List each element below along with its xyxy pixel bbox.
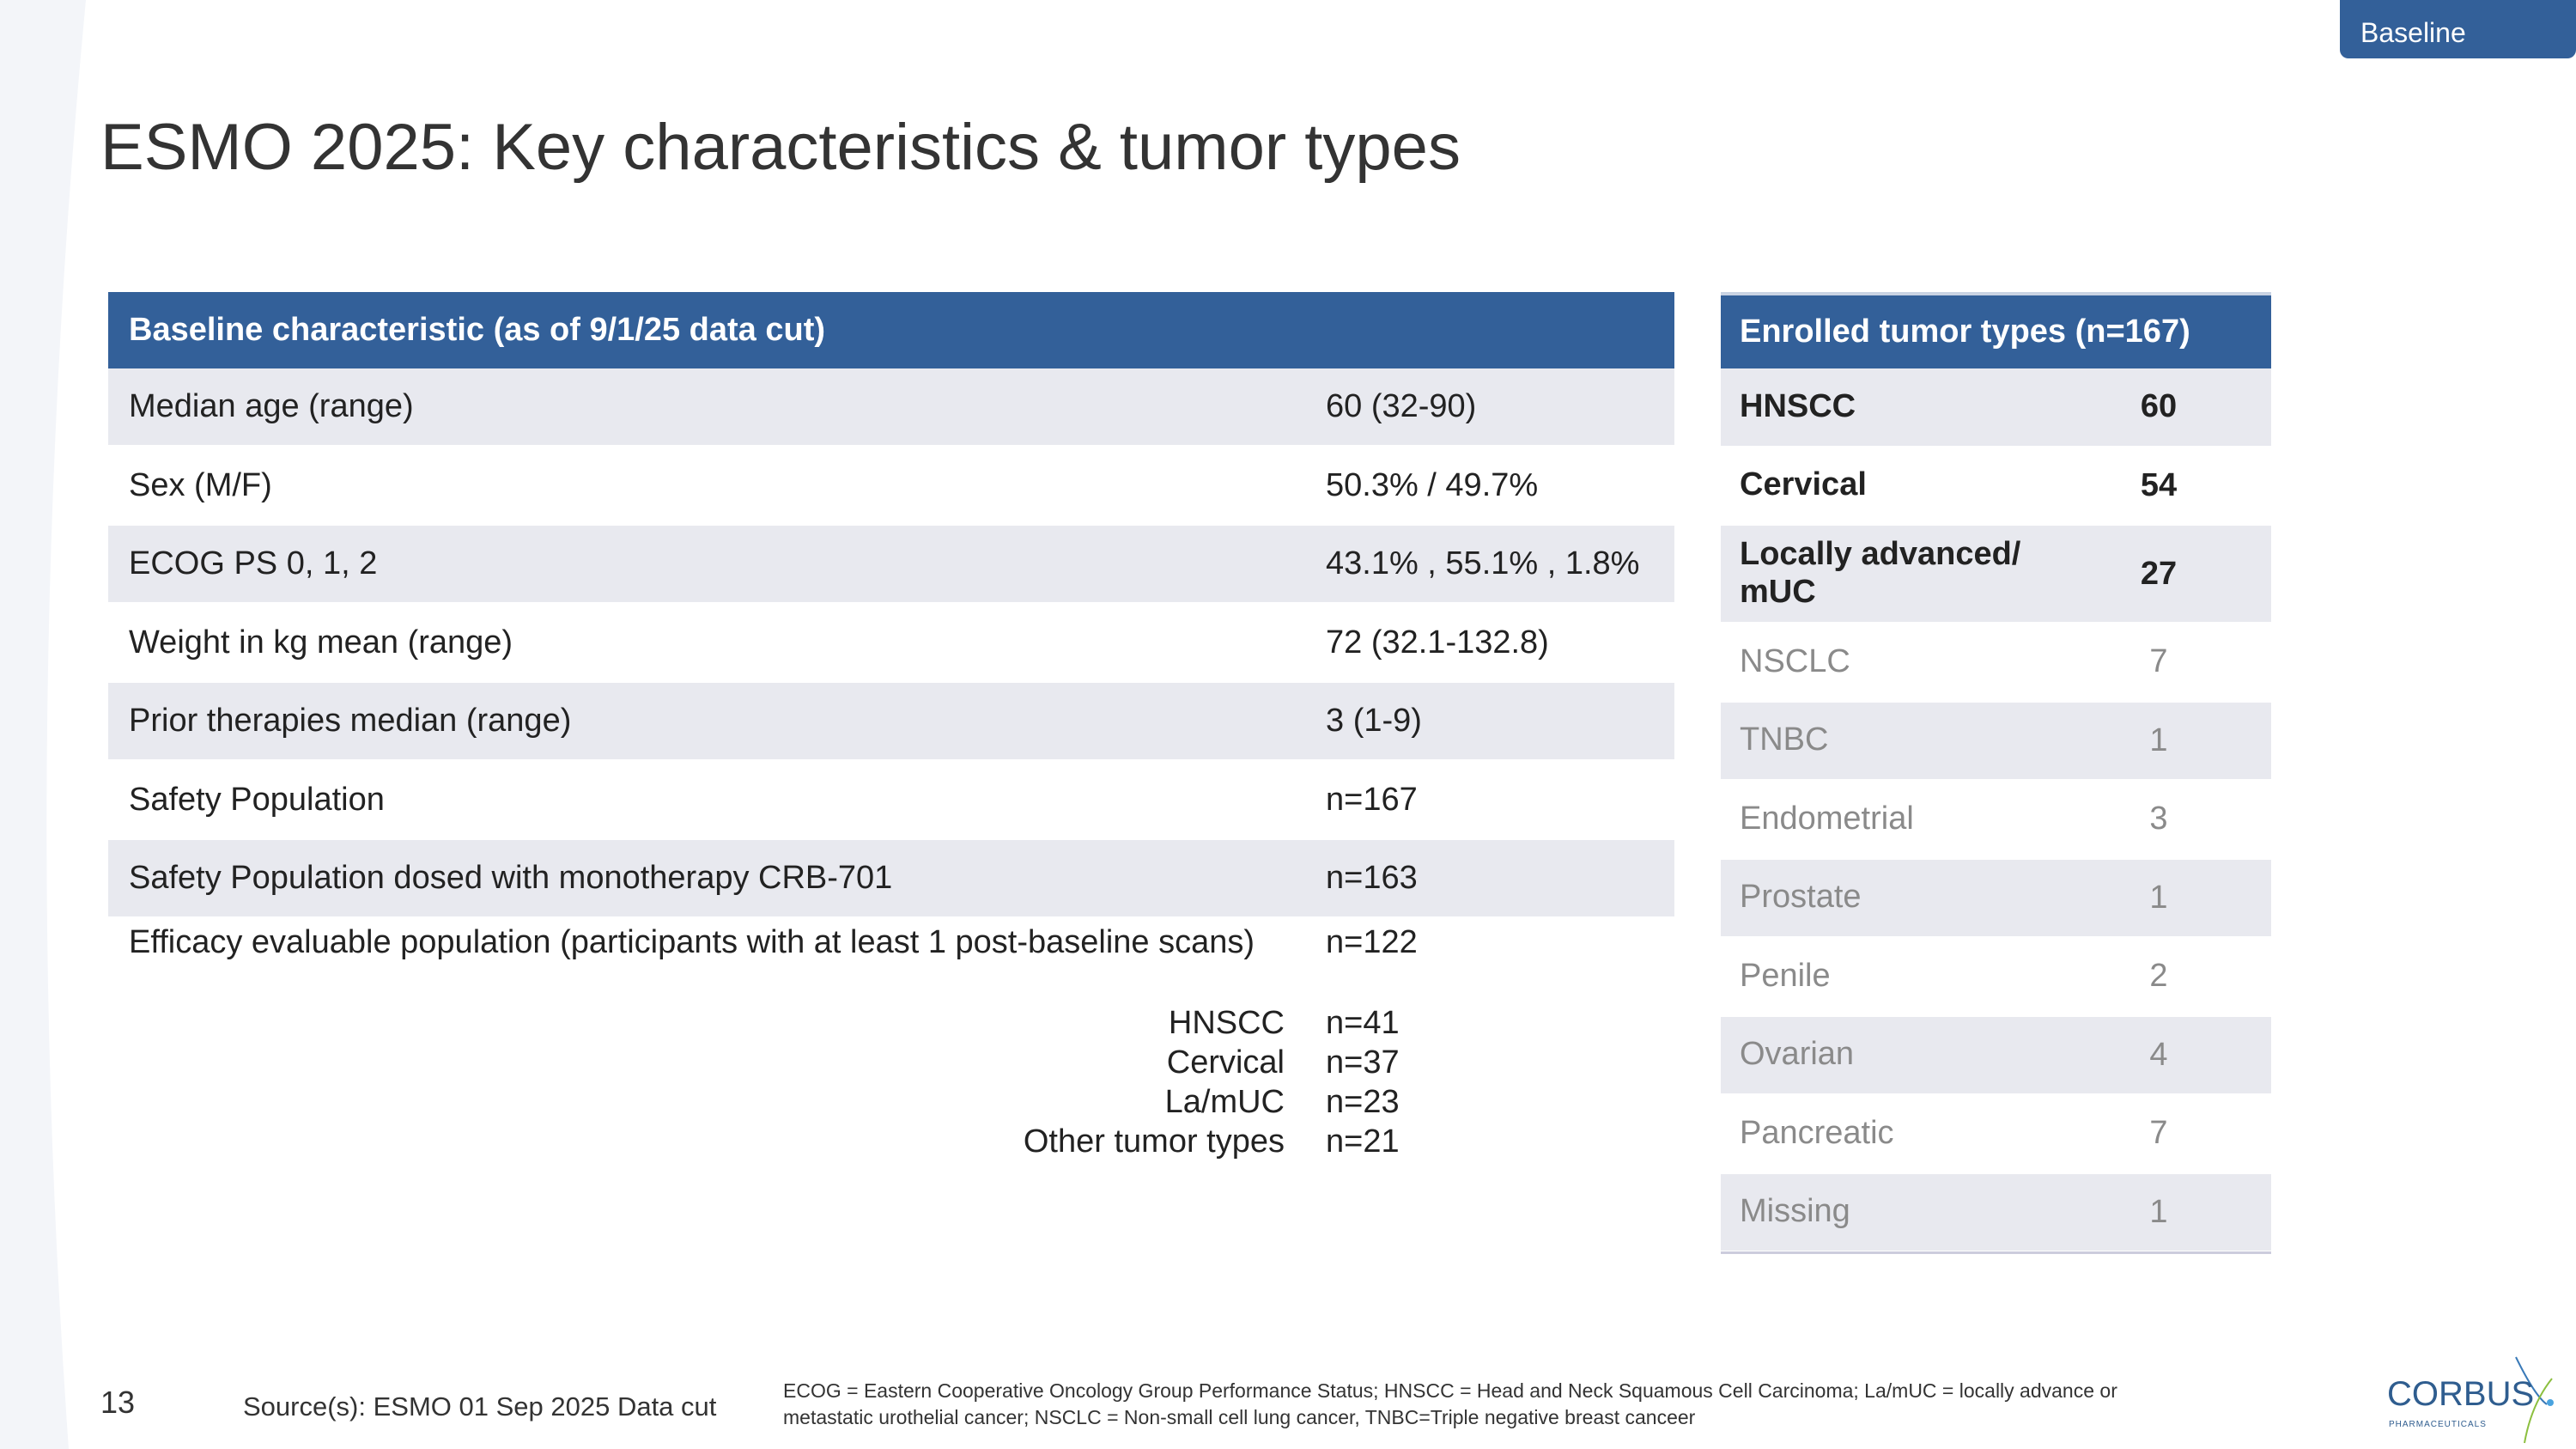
row-label: Median age (range) (129, 388, 414, 424)
tumor-label: Prostate (1740, 879, 1862, 916)
table-row: Safety Population dosed with monotherapy… (108, 840, 1674, 916)
tumor-count: 7 (2149, 1115, 2168, 1152)
tumor-count: 54 (2140, 466, 2178, 503)
tumor-label: TNBC (1740, 721, 1829, 758)
table-row: Median age (range) 60 (32-90) (108, 368, 1674, 445)
row-label: ECOG PS 0, 1, 2 (129, 545, 378, 581)
table-row: ECOG PS 0, 1, 2 43.1% , 55.1% , 1.8% (108, 526, 1674, 602)
page-title: ESMO 2025: Key characteristics & tumor t… (100, 111, 1461, 184)
row-value: n=163 (1326, 860, 1418, 896)
source-text: Source(s): ESMO 01 Sep 2025 Data cut (243, 1391, 717, 1422)
header-label: Baseline characteristic (as of 9/1/25 da… (129, 312, 826, 348)
footnote-line-2: metastatic urothelial cancer; NSCLC = No… (783, 1406, 1696, 1428)
tumor-count: 3 (2149, 801, 2168, 837)
table-row: NSCLC 7 (1721, 624, 2271, 701)
section-tag: Baseline (2340, 0, 2576, 58)
table-row: Endometrial 3 (1721, 781, 2271, 858)
tumor-label: Ovarian (1740, 1036, 1855, 1073)
table-row: Penile 2 (1721, 938, 2271, 1015)
table-header: Baseline characteristic (as of 9/1/25 da… (108, 292, 1674, 368)
background-curve (0, 0, 86, 1449)
tumor-count: 60 (2140, 388, 2178, 425)
row-value: 50.3% / 49.7% (1326, 466, 1539, 503)
table-row: Efficacy evaluable population (participa… (108, 909, 1674, 977)
row-label: Sex (M/F) (129, 466, 272, 503)
tumor-label: NSCLC (1740, 642, 1850, 679)
corbus-logo: CORBUS PHARMACEUTICALS (2387, 1353, 2559, 1447)
tumor-count: 1 (2149, 721, 2168, 758)
table-row: HNSCC 60 (1721, 368, 2271, 446)
breakdown-label: HNSCC (1168, 1005, 1285, 1041)
table-row: Sex (M/F) 50.3% / 49.7% (108, 447, 1674, 524)
table-row: Safety Population n=167 (108, 762, 1674, 838)
tumor-label: Missing (1740, 1193, 1850, 1230)
tumor-count: 1 (2149, 1193, 2168, 1230)
table-header: Enrolled tumor types (n=167) (1721, 292, 2271, 368)
row-label: Efficacy evaluable population (participa… (129, 924, 1255, 960)
row-value: 72 (32.1-132.8) (1326, 624, 1549, 661)
table-row: Weight in kg mean (range) 72 (32.1-132.8) (108, 605, 1674, 681)
tumor-label: Penile (1740, 957, 1831, 994)
row-label: Safety Population (129, 781, 385, 818)
tumor-count: 1 (2149, 879, 2168, 916)
breakdown-value: n=21 (1326, 1123, 1400, 1160)
table-row: Cervical 54 (1721, 447, 2271, 525)
logo-name: CORBUS (2387, 1375, 2535, 1413)
efficacy-breakdown: HNSCC n=41 Cervical n=37 La/mUC n=23 Other tum… (108, 1005, 1674, 1177)
row-value: n=167 (1326, 781, 1418, 818)
logo-sub: PHARMACEUTICALS (2389, 1420, 2487, 1429)
footnote-line-1: ECOG = Eastern Cooperative Oncology Grou… (783, 1379, 2117, 1402)
row-value: 43.1% , 55.1% , 1.8% (1326, 545, 1640, 581)
breakdown-value: n=23 (1326, 1084, 1400, 1120)
breakdown-label: Cervical (1166, 1044, 1285, 1081)
breakdown-value: n=37 (1326, 1044, 1400, 1081)
logo-swoosh-icon (2515, 1356, 2554, 1444)
tumor-label: Endometrial (1740, 800, 1914, 837)
row-label: Weight in kg mean (range) (129, 624, 513, 661)
breakdown-value: n=41 (1326, 1005, 1400, 1041)
table-row: TNBC 1 (1721, 702, 2271, 779)
page-number: 13 (100, 1385, 136, 1420)
tumor-label: HNSCC (1740, 387, 1856, 424)
table-row: Pancreatic 7 (1721, 1095, 2271, 1172)
tumor-label: Locally advanced/ mUC (1740, 536, 2021, 610)
table-row: Prostate 1 (1721, 859, 2271, 936)
table-row: Prior therapies median (range) 3 (1-9) (108, 683, 1674, 759)
tumor-types-table: Enrolled tumor types (n=167) HNSCC 60 Cerv… (1721, 292, 2271, 1254)
row-value: n=122 (1326, 924, 1418, 960)
tumor-count: 2 (2149, 958, 2168, 995)
row-value: 60 (32-90) (1326, 388, 1477, 424)
table-row: Missing 1 (1721, 1173, 2271, 1251)
tumor-count: 7 (2149, 643, 2168, 680)
tumor-count: 27 (2140, 555, 2178, 592)
tumor-label: Cervical (1740, 466, 1867, 503)
breakdown-label: La/mUC (1164, 1084, 1285, 1120)
table-row: Ovarian 4 (1721, 1016, 2271, 1093)
row-value: 3 (1-9) (1326, 703, 1422, 739)
table-row: Locally advanced/ mUC 27 (1721, 526, 2271, 622)
row-label: Prior therapies median (range) (129, 703, 572, 739)
baseline-table: Baseline characteristic (as of 9/1/25 da… (108, 292, 1674, 979)
breakdown-label: Other tumor types (1023, 1123, 1285, 1160)
row-label: Safety Population dosed with monotherapy… (129, 860, 893, 896)
tumor-label: Pancreatic (1740, 1114, 1894, 1151)
header-label: Enrolled tumor types (n=167) (1740, 313, 2190, 350)
tumor-count: 4 (2149, 1036, 2168, 1073)
